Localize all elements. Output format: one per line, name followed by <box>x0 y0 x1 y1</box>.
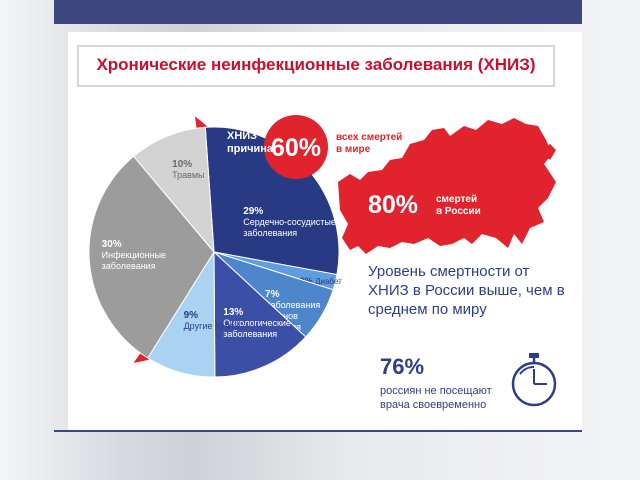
top-bar <box>54 0 582 24</box>
slice-label: 30% Инфекционные заболевания <box>102 239 166 271</box>
sixty-percent-circle <box>264 115 328 179</box>
pie-chart: 29% Сердечно-сосудистые заболевания 2% Диаб… <box>88 116 343 378</box>
slice-label: 2% Диабет <box>300 276 343 286</box>
russia-map <box>338 118 556 254</box>
sixty-percent-caption: всех смертей в мире <box>336 132 405 155</box>
slide-title: Хронические неинфекционные заболевания (… <box>96 55 536 74</box>
eighty-percent-caption: смертей в России <box>436 194 481 217</box>
title-box: Хронические неинфекционные заболевания (… <box>77 45 555 87</box>
pie-slice <box>213 250 307 378</box>
doctor-visits-value: 76% <box>380 354 425 379</box>
infographic: 29% Сердечно-сосудистые заболевания 2% Диаб… <box>88 115 557 407</box>
bottom-line <box>54 430 582 432</box>
pie-slice <box>132 126 215 254</box>
slice-label: 29% Сердечно-сосудистые заболевания <box>243 206 336 238</box>
doctor-visits-caption: россиян не посещают врача своевременно <box>380 385 492 411</box>
sixty-percent-value: 60% <box>271 134 321 162</box>
eighty-percent-value: 80% <box>368 191 418 219</box>
pie-slice <box>88 155 215 359</box>
slice-label: 13% Онкологические заболевания <box>223 307 291 339</box>
russia-map-far-east <box>540 144 556 160</box>
stopwatch-icon <box>511 353 557 407</box>
ncd-cause-label: ХНИЗ – причина <box>227 130 274 155</box>
slide: Хронические неинфекционные заболевания (… <box>68 32 582 430</box>
slice-label: 10% Травмы <box>172 159 204 180</box>
slice-label: 9% Другие ХНИЗ <box>184 310 240 331</box>
russia-statement: Уровень смертности от ХНИЗ в России выше… <box>368 263 565 318</box>
